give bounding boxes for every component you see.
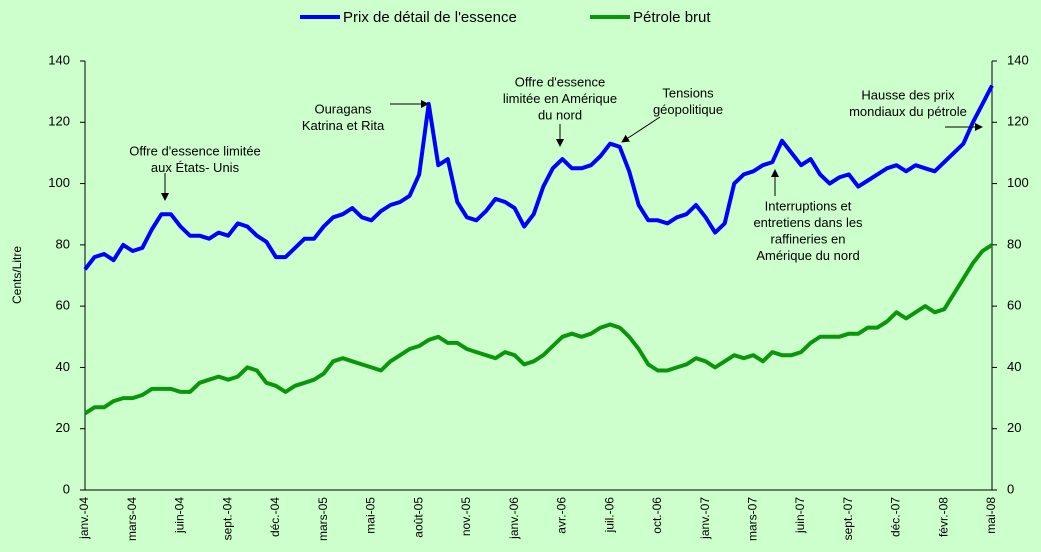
x-tick-label: mars-05 [316,497,330,541]
y2-tick-label: 120 [1007,114,1029,129]
x-tick-label: mars-07 [745,497,759,541]
x-tick-label: mars-04 [125,497,139,541]
series-line [83,84,994,271]
y2-tick-label: 0 [1007,481,1014,496]
y-tick-label: 80 [56,236,70,251]
series-line [83,243,994,416]
x-tick-label: févr.-08 [936,497,950,537]
y-tick-label: 60 [56,298,70,313]
y-tick-label: 40 [56,359,70,374]
x-tick-label: oct.-06 [650,497,664,534]
annotation: Tensions [662,85,714,100]
legend-label: Pétrole brut [633,9,711,26]
annotation: Interruptions et [765,198,852,213]
annotation: Hausse des prix [861,87,955,102]
annotation: Amérique du nord [756,248,859,263]
x-tick-label: mai-05 [364,497,378,534]
y2-tick-label: 140 [1007,52,1029,67]
arrow [621,116,661,143]
x-tick-label: avr.-06 [555,497,569,534]
y-tick-label: 120 [48,114,70,129]
annotation: mondiaux du pétrole [849,104,967,119]
annotation: Ouragans [314,101,372,116]
y-tick-label: 20 [56,420,70,435]
y-tick-label: 140 [48,52,70,67]
x-tick-label: nov.-05 [459,497,473,536]
x-tick-label: août-05 [411,497,425,538]
annotation: Katrina et Rita [302,118,385,133]
x-tick-label: mai-08 [984,497,998,534]
y2-tick-label: 40 [1007,359,1021,374]
x-tick-label: sept.-04 [220,497,234,541]
x-tick-label: janv.-06 [507,497,521,540]
annotation: du nord [538,107,582,122]
x-tick-label: juin-07 [793,497,807,534]
legend-label: Prix de détail de l'essence [343,9,517,26]
x-tick-label: juil.-06 [602,497,616,534]
x-tick-label: janv.-04 [77,497,91,540]
annotation: entretiens dans les [753,215,863,230]
y-tick-label: 100 [48,175,70,190]
annotation: aux États- Unis [151,160,240,175]
y-tick-label: 0 [63,481,70,496]
y2-tick-label: 80 [1007,236,1021,251]
annotation: Offre d'essence limitée [129,143,261,158]
y2-tick-label: 60 [1007,298,1021,313]
y-axis-label: Cents/Litre [10,246,24,304]
x-tick-label: sept.-07 [841,497,855,541]
y2-tick-label: 20 [1007,420,1021,435]
x-tick-label: janv.-07 [698,497,712,540]
annotation: raffineries en [771,231,846,246]
x-tick-label: déc.-04 [268,497,282,537]
annotation: limitée en Amérique [503,91,617,106]
x-tick-label: déc.-07 [889,497,903,537]
annotation: Offre d'essence [515,74,605,89]
annotation: géopolitique [653,102,723,117]
x-tick-label: juin-04 [173,497,187,534]
y2-tick-label: 100 [1007,175,1029,190]
